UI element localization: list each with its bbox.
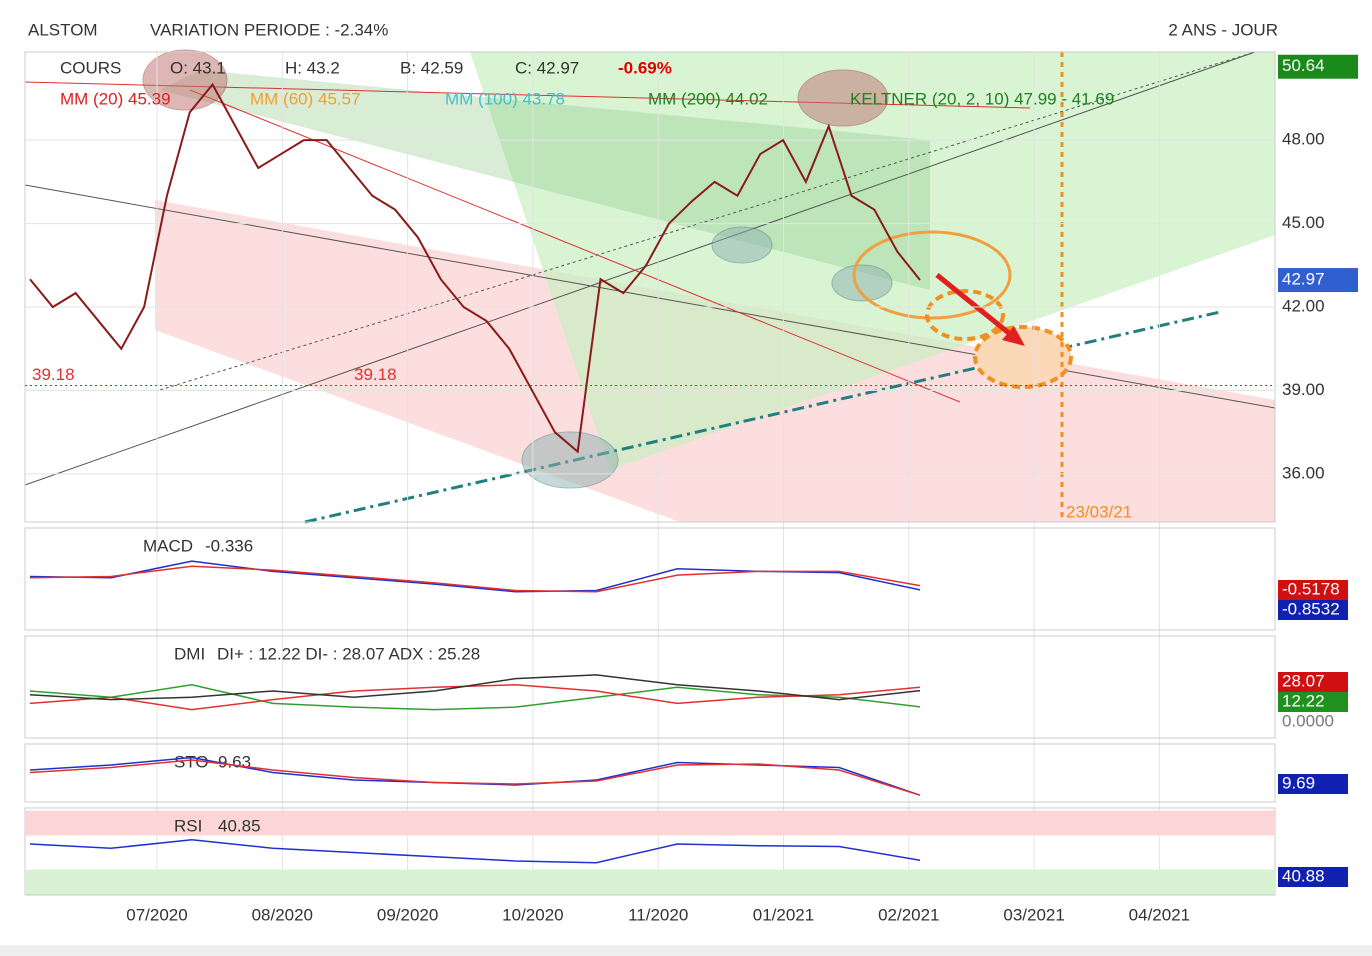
value-label: 12.22	[1282, 691, 1325, 710]
legend-ohlc: H: 43.2	[285, 58, 340, 77]
level-label: 39.18	[32, 365, 75, 384]
legend-indicator: KELTNER (20, 2, 10) 47.99 - 41.69	[850, 89, 1114, 108]
footer-strip	[0, 945, 1372, 956]
panel-frame	[24, 743, 1276, 803]
price-box	[1278, 54, 1358, 79]
bull-channel	[470, 52, 1275, 470]
marker-ellipse	[831, 264, 893, 302]
panel-value: -0.336	[205, 536, 253, 555]
legend-entry: COURS	[60, 58, 121, 77]
series-line	[29, 684, 921, 711]
value-box	[1278, 672, 1348, 692]
legend-ohlc: B: 42.59	[400, 58, 463, 77]
series-line	[29, 684, 921, 711]
marker-ellipse	[711, 226, 773, 264]
legend-indicator: MM (100) 43.78	[445, 89, 565, 108]
marker-ellipse	[521, 431, 619, 489]
panel-frame	[24, 807, 1276, 896]
panel-name: STO	[174, 752, 209, 771]
x-tick-label: 07/2020	[126, 905, 187, 924]
legend-ohlc: O: 43.1	[170, 58, 226, 77]
x-tick-label: 03/2021	[1003, 905, 1064, 924]
legend-indicator: MM (60) 45.57	[250, 89, 361, 108]
price-label: 50.64	[1282, 56, 1325, 75]
trend-line	[189, 89, 961, 403]
value-label: 40.88	[1282, 866, 1325, 885]
value-box	[1278, 712, 1348, 732]
legend-ohlc: C: 42.97	[515, 58, 579, 77]
x-tick-label: 10/2020	[502, 905, 563, 924]
title: ALSTOM	[28, 20, 98, 39]
x-tick-label: 11/2020	[628, 905, 688, 924]
panel-frame	[24, 635, 1276, 739]
date-label: 23/03/21	[1066, 502, 1132, 521]
legend-indicator: MM (200) 44.02	[648, 89, 768, 108]
series-line	[29, 565, 921, 593]
series-line	[29, 82, 921, 454]
legend-indicator: MM (20) 45.39	[60, 89, 171, 108]
panel-name: DMI	[174, 644, 205, 663]
series-line	[29, 674, 921, 701]
value-box	[1278, 774, 1348, 794]
panel-value: 9.63	[218, 752, 251, 771]
trend-line	[24, 51, 1256, 486]
y-tick-label: 42.00	[1282, 297, 1325, 316]
marker-ellipse	[925, 289, 1005, 341]
value-label: 9.69	[1282, 773, 1315, 792]
arrow	[935, 273, 1017, 340]
price-box	[1278, 268, 1358, 293]
panel-name: RSI	[174, 816, 202, 835]
value-box	[1278, 867, 1348, 887]
value-box	[1278, 600, 1348, 620]
x-tick-label: 08/2020	[252, 905, 313, 924]
series-line	[29, 759, 921, 796]
value-label: 0.0000	[1282, 711, 1334, 730]
panel-name: MACD	[143, 536, 193, 555]
x-tick-label: 09/2020	[377, 905, 438, 924]
oversold-zone	[25, 869, 1275, 895]
marker-ellipse	[142, 49, 228, 111]
decor	[24, 49, 1276, 524]
x-tick-label: 04/2021	[1129, 905, 1190, 924]
legend-change: -0.69%	[618, 58, 672, 77]
panel-value: DI+ : 12.22 DI- : 28.07 ADX : 25.28	[217, 644, 480, 663]
y-tick-label: 36.00	[1282, 463, 1325, 482]
overbought-zone	[25, 810, 1275, 836]
panel-frame	[24, 527, 1276, 631]
value-box	[1278, 692, 1348, 712]
value-box	[1278, 580, 1348, 600]
value-label: 28.07	[1282, 671, 1325, 690]
y-tick-label: 45.00	[1282, 213, 1325, 232]
value-label: -0.8532	[1282, 599, 1340, 618]
subtitle: VARIATION PERIODE : -2.34%	[150, 20, 388, 39]
level-label: 39.18	[354, 365, 397, 384]
marker-ellipse	[797, 69, 889, 127]
period: 2 ANS - JOUR	[1168, 20, 1278, 39]
trend-line	[159, 51, 1256, 391]
y-tick-label: 48.00	[1282, 130, 1325, 149]
marker-ellipse	[973, 325, 1073, 389]
value-label: -0.5178	[1282, 579, 1340, 598]
marker-ellipse	[852, 230, 1012, 320]
arrow-head	[1002, 326, 1025, 346]
x-tick-label: 02/2021	[878, 905, 939, 924]
x-tick-label: 01/2021	[753, 905, 814, 924]
series-line	[29, 838, 921, 864]
price-label: 42.97	[1282, 270, 1325, 289]
panel-frame	[24, 51, 1276, 523]
panel-value: 40.85	[218, 816, 261, 835]
y-tick-label: 39.00	[1282, 380, 1325, 399]
